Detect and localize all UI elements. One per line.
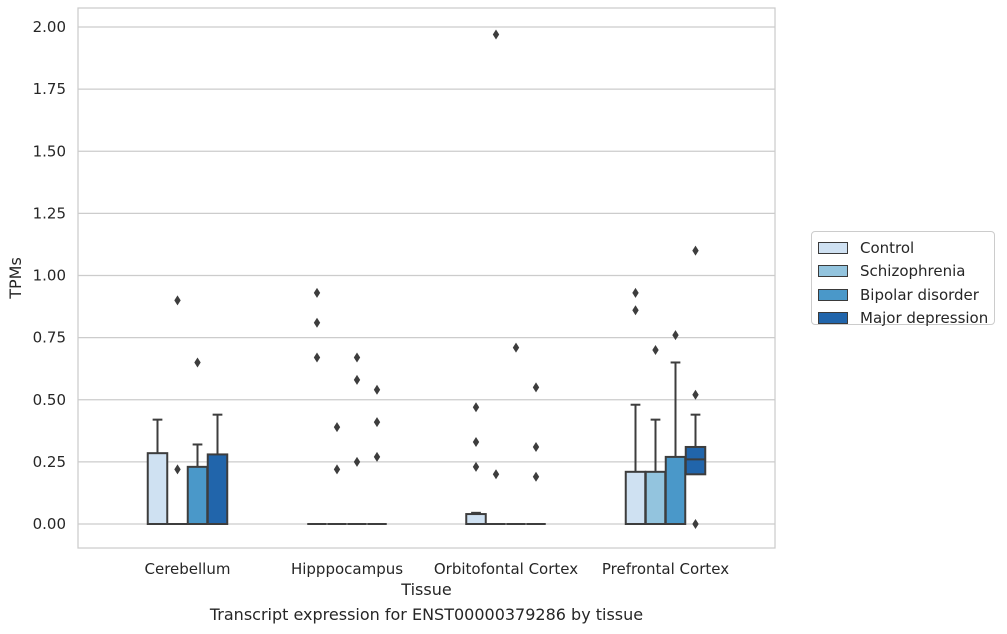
x-tick-labels: Cerebellum Hipppocampus Orbitofontal Corte… [145,560,730,578]
box-schizophrenia [167,295,188,525]
outlier-point [174,464,181,475]
x-tick-label: Hipppocampus [291,560,403,578]
legend-swatch [818,288,848,301]
box-major-depression [367,384,387,525]
box-control [146,418,169,525]
box-body [664,455,687,525]
outlier-point [492,29,500,40]
box-bipolar-disorder [347,352,367,525]
y-tick-labels: 0.00 0.25 0.50 0.75 1.00 1.25 1.50 1.75 2.00 [33,18,66,533]
outlier-point [353,352,361,363]
box-bipolar-disorder [664,330,687,525]
y-axis-title: TPMs [6,257,25,300]
y-tick-label: 1.75 [33,80,66,98]
outlier-point [652,345,659,356]
y-tick-label: 1.25 [33,204,66,222]
box-schizophrenia [486,29,506,525]
y-tick-label: 2.00 [33,18,66,36]
box-bipolar-disorder [506,342,526,525]
outlier-point [313,287,321,298]
x-axis-title: Tissue [400,580,451,599]
legend-label: Major depression [860,309,989,328]
box-control [307,287,327,525]
box-body [206,453,229,526]
box-body [624,470,647,526]
outlier-point [692,519,699,529]
outlier-point [672,330,679,341]
legend-item: Schizophrenia [818,260,994,284]
box-control [624,287,647,526]
outlier-point [692,245,699,256]
x-tick-label: Prefrontal Cortex [602,560,729,578]
outlier-point [313,317,321,328]
box-plot-series [146,29,707,529]
outlier-point [373,417,381,428]
x-tick-label: Orbitofontal Cortex [434,560,578,578]
outlier-point [373,384,381,395]
outlier-point [333,422,341,433]
chart-caption: Transcript expression for ENST0000037928… [209,605,644,624]
box-body [644,470,667,526]
outlier-point [373,451,381,462]
outlier-point [492,469,500,480]
legend-swatch [818,265,848,278]
box-body [146,452,169,525]
legend-item: Major depression [818,307,994,331]
gridlines [78,26,775,525]
outlier-point [532,441,540,452]
legend-swatch [818,241,848,254]
y-tick-label: 1.50 [33,142,66,160]
outlier-point [472,436,480,447]
box-schizophrenia [327,422,347,525]
outlier-point [174,295,181,306]
legend-item: Control [818,236,994,260]
x-tick-label: Cerebellum [145,560,231,578]
y-tick-label: 0.25 [33,453,66,471]
box-schizophrenia [644,345,667,526]
plot-area-frame [77,7,776,549]
outlier-point [532,471,540,482]
y-tick-label: 0.00 [33,515,66,533]
outlier-point [194,357,201,368]
outlier-point [632,287,639,298]
box-body [684,445,707,476]
outlier-point [692,389,699,400]
outlier-point [472,461,480,472]
outlier-point [472,402,480,413]
outlier-point [532,382,540,393]
box-control [465,402,487,525]
box-major-depression [684,245,707,529]
outlier-point [313,352,321,363]
outlier-point [333,464,341,475]
box-major-depression [206,413,229,526]
box-bipolar-disorder [186,357,209,525]
outlier-point [353,374,361,385]
legend-label: Control [860,238,915,257]
outlier-point [512,342,520,353]
y-tick-label: 1.00 [33,267,66,285]
box-body [465,513,487,525]
legend-label: Schizophrenia [860,262,966,281]
y-tick-label: 0.50 [33,391,66,409]
legend-swatch [818,312,848,325]
y-tick-label: 0.75 [33,329,66,347]
outlier-point [353,456,361,467]
box-major-depression [526,382,546,525]
box-body [186,465,209,525]
legend: Control Schizophrenia Bipolar disorder Majo… [811,231,995,327]
legend-label: Bipolar disorder [860,285,979,304]
legend-item: Bipolar disorder [818,283,994,307]
outlier-point [632,305,639,316]
